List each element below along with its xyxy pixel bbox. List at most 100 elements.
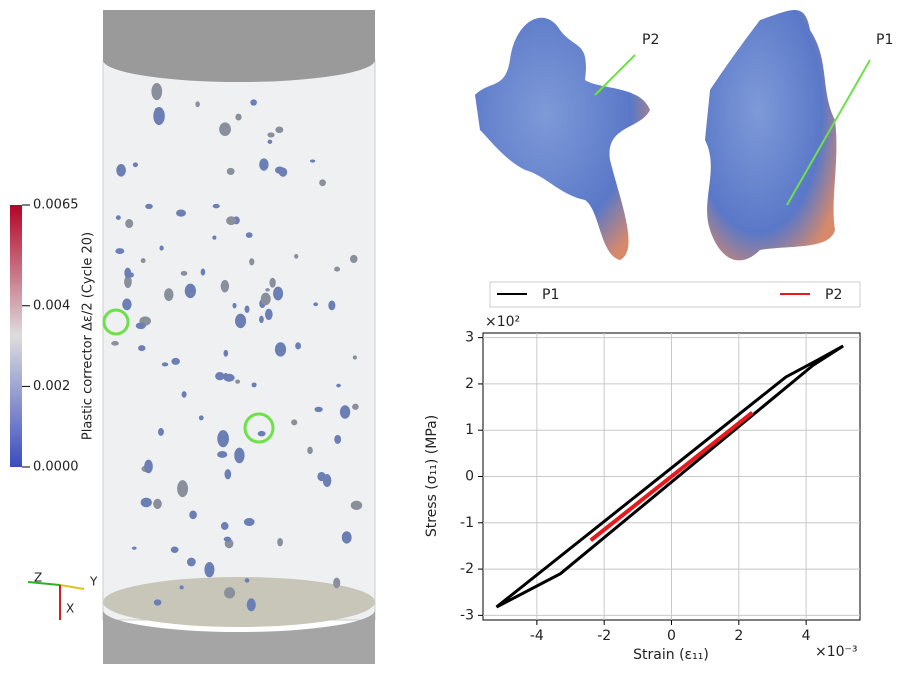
pore xyxy=(223,372,228,379)
colorbar-label: Plastic corrector Δε/2 (Cycle 20) xyxy=(81,232,96,440)
highlight xyxy=(102,308,130,336)
pore xyxy=(217,450,228,458)
x-tick-label: 0 xyxy=(667,628,676,644)
pore xyxy=(226,216,237,226)
pore xyxy=(153,107,165,126)
pore xyxy=(145,203,153,210)
pore xyxy=(226,167,235,175)
pore xyxy=(264,308,273,321)
pore xyxy=(132,162,139,168)
annotation: P2 xyxy=(642,32,659,48)
pore xyxy=(339,405,351,419)
pore xyxy=(219,122,231,137)
pore xyxy=(177,480,189,498)
pore xyxy=(198,415,204,421)
pore xyxy=(159,245,164,251)
pore xyxy=(269,277,276,288)
y-axis-label: Stress (σ₁₁) (MPa) xyxy=(424,415,440,537)
triad-label: X xyxy=(66,602,74,616)
pore xyxy=(140,258,146,264)
pore xyxy=(154,108,160,111)
pore xyxy=(291,419,298,426)
pore xyxy=(220,522,229,530)
pore xyxy=(138,345,146,352)
y-multiplier: ×10² xyxy=(485,314,520,330)
pore xyxy=(257,430,266,437)
pore xyxy=(179,585,184,590)
pore xyxy=(115,215,121,220)
y-tick-label: -2 xyxy=(460,561,474,577)
pore xyxy=(164,288,174,301)
y-tick-label: -1 xyxy=(460,515,474,531)
pore xyxy=(235,379,241,384)
arrow xyxy=(594,54,636,96)
pore xyxy=(336,383,341,388)
pore xyxy=(122,298,132,311)
pore xyxy=(200,268,206,276)
triad-label: Z xyxy=(34,571,42,585)
pore xyxy=(322,474,332,488)
pore xyxy=(135,322,146,330)
y-tick-label: 3 xyxy=(465,330,474,346)
pore xyxy=(180,270,188,276)
arrow xyxy=(786,59,871,206)
pore xyxy=(215,372,225,381)
pore xyxy=(144,459,153,474)
colorbar-tick-label: 0.002 xyxy=(33,379,70,394)
pore xyxy=(116,164,126,177)
pore xyxy=(204,562,215,578)
pore xyxy=(319,179,326,187)
pore xyxy=(232,302,237,309)
pore xyxy=(265,288,270,292)
particle-p1 xyxy=(705,10,837,261)
pore xyxy=(309,159,316,163)
grip-face xyxy=(103,577,375,627)
axes-triad: Z Y X xyxy=(27,571,98,620)
pore xyxy=(314,406,323,413)
pore xyxy=(274,342,287,357)
pore xyxy=(275,126,284,134)
pore xyxy=(223,536,232,542)
pore xyxy=(161,362,169,367)
legend-label: P1 xyxy=(542,287,559,303)
pore xyxy=(251,382,257,388)
pore xyxy=(267,132,275,138)
grip-bottom xyxy=(103,610,375,664)
pore xyxy=(153,599,162,606)
legend-label: P2 xyxy=(825,287,842,303)
pore xyxy=(235,313,247,329)
pore xyxy=(158,428,164,436)
pores xyxy=(111,82,363,612)
pore xyxy=(259,158,269,171)
grip-top xyxy=(103,10,375,82)
pore xyxy=(212,203,220,209)
pore xyxy=(246,598,256,612)
pore xyxy=(350,254,358,264)
pore xyxy=(307,446,313,455)
x-axis-label: Strain (ε₁₁) xyxy=(633,647,709,663)
specimen xyxy=(102,59,376,621)
pore xyxy=(153,498,162,510)
triad-label: Y xyxy=(89,575,98,589)
pore xyxy=(259,315,264,324)
pore xyxy=(195,101,200,108)
pore xyxy=(223,349,229,357)
pore xyxy=(125,219,134,229)
pore xyxy=(352,355,358,360)
pore xyxy=(220,279,230,293)
particle-p2 xyxy=(475,17,650,261)
y-tick-label: 0 xyxy=(465,469,474,485)
pore xyxy=(212,235,217,240)
pore xyxy=(260,292,271,306)
pore xyxy=(295,342,302,350)
pore xyxy=(124,275,132,289)
x-tick-label: 4 xyxy=(802,628,811,644)
pore xyxy=(244,578,250,583)
pore xyxy=(224,469,232,480)
pore xyxy=(244,305,250,313)
pore xyxy=(184,283,196,299)
pore xyxy=(267,139,273,144)
pore xyxy=(224,587,236,599)
highlight xyxy=(243,412,275,444)
